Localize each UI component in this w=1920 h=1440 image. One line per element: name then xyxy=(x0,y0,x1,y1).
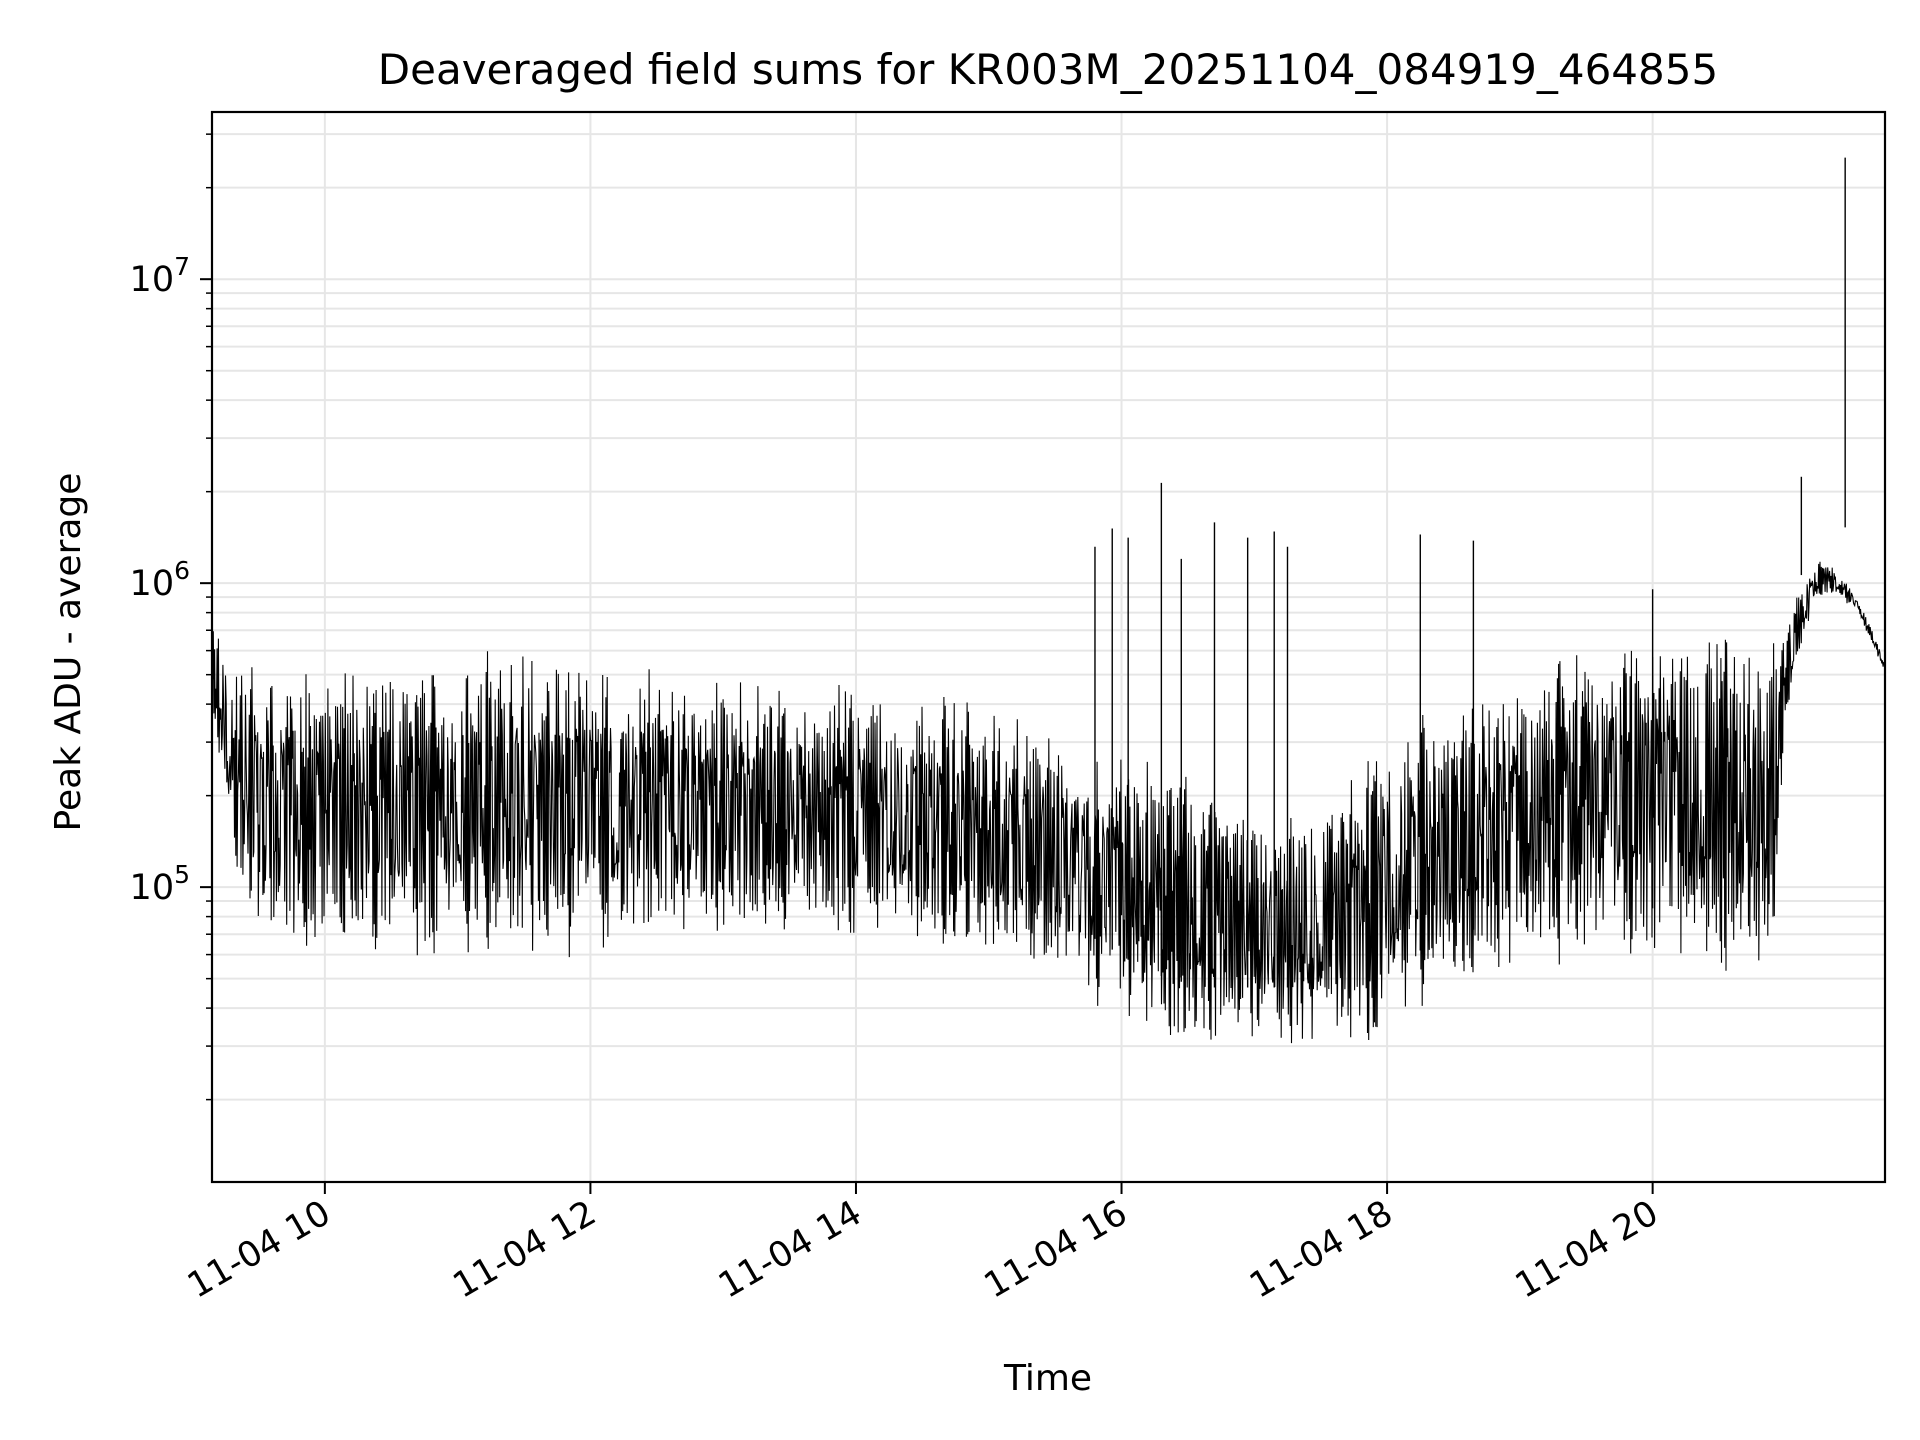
y-axis: 105 106 107 xyxy=(130,133,212,1101)
y-axis-label: Peak ADU - average xyxy=(48,473,89,832)
x-axis-label: Time xyxy=(1003,1358,1092,1399)
y-tick-label: 107 xyxy=(130,252,190,300)
y-tick-label: 106 xyxy=(130,556,190,604)
y-tick-label: 105 xyxy=(130,860,190,908)
plot-frame xyxy=(210,110,1887,1184)
chart-title: Deaveraged field sums for KR003M_2025110… xyxy=(378,45,1718,94)
series-trace xyxy=(211,561,1886,1044)
series-line xyxy=(211,157,1886,1044)
